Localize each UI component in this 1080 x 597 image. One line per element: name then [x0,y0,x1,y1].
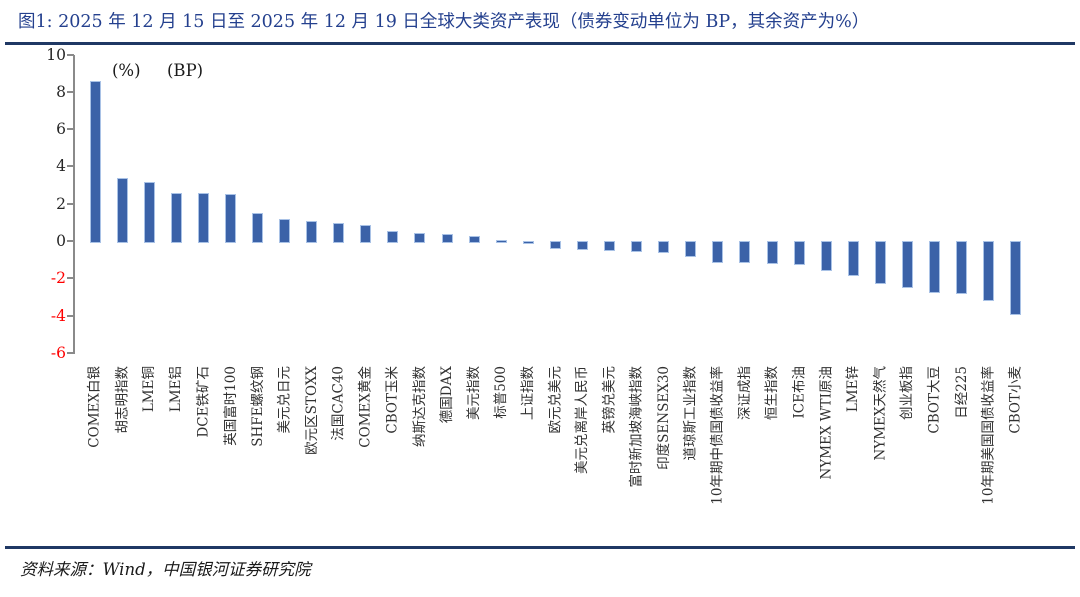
x-axis-label: COMEX黄金 [357,366,374,448]
bar [495,239,507,243]
x-axis-label: ICE布油 [791,366,808,419]
bar [170,192,182,243]
bar [197,193,209,243]
x-axis-label: 日经225 [953,366,970,419]
bar [793,241,805,266]
y-tick-label: 2 [56,194,66,213]
footer-divider [5,546,1075,549]
bar [306,221,318,243]
bar [739,241,751,263]
x-axis-label: 恒生指数 [764,366,780,420]
x-axis-label: 德国DAX [439,366,456,424]
y-tick-mark [67,277,74,280]
y-tick-label: 0 [56,232,66,250]
bar [522,241,534,244]
bar [1010,241,1022,315]
x-axis-label: 胡志明指数 [114,366,131,434]
bar [414,232,426,243]
figure-title: 图1: 2025 年 12 月 15 日至 2025 年 12 月 19 日全球… [18,12,870,32]
bar [928,241,940,294]
x-axis-label: 深证成指 [736,366,753,420]
x-axis-label: 10年期中债国债收益率 [709,366,726,505]
y-tick-mark [67,351,74,354]
y-tick-mark [67,53,74,56]
x-axis-label: 美元兑离岸人民币 [574,366,591,474]
x-axis-label: 英镑兑美元 [601,366,618,434]
y-tick-label: 8 [56,82,66,101]
x-axis-label: 欧元区STOXX [303,366,320,455]
bar [116,177,128,243]
bar [604,241,616,251]
bar [685,241,697,257]
bar [874,241,886,284]
x-axis-label: CBOT小麦 [1007,366,1024,434]
y-tick-label: -6 [50,343,66,362]
bar [658,241,670,253]
x-axis-label: CBOT大豆 [926,366,943,434]
bar [712,241,724,263]
unit-label-bp: (BP) [167,61,204,80]
bar [901,241,913,288]
bar [224,194,236,243]
x-axis-label: SHFE螺纹钢 [249,366,266,447]
bar [468,235,480,243]
bar [279,218,291,243]
y-tick-label: -2 [50,269,66,288]
bar [576,241,588,251]
bar [549,241,561,249]
y-tick-mark [67,128,74,131]
x-axis-label: 美元指数 [466,366,483,420]
unit-label-percent: (%) [112,61,141,80]
x-axis-label: CBOT玉米 [384,366,401,434]
bar [89,80,101,243]
x-axis-label: DCE铁矿石 [195,366,212,438]
y-axis-line [73,55,75,354]
bar [820,241,832,271]
bar [441,233,453,243]
x-axis-label: 标普500 [493,366,510,419]
bar [251,213,263,243]
x-axis-label: LME铝 [168,366,185,413]
bar [983,241,995,301]
x-axis-label: 法国CAC40 [330,366,347,441]
bar [360,225,372,243]
x-axis-label: LME铜 [141,366,158,413]
x-axis-label: COMEX白银 [87,366,103,448]
y-tick-label: 4 [56,157,66,176]
x-axis-label: 印度SENSEX30 [655,366,672,470]
y-tick-mark [67,240,74,242]
x-axis-label: LME锌 [845,366,862,413]
title-divider [5,42,1075,45]
y-tick-label: 6 [56,120,66,139]
x-axis-label: 道琼斯工业指数 [682,366,699,461]
x-axis-label: 富时新加坡海峡指数 [628,366,645,488]
y-tick-mark [67,165,74,168]
bar [333,223,345,243]
x-axis-label: 10年期美国国债收益率 [980,366,997,505]
y-tick-mark [67,314,74,317]
bar [631,241,643,253]
x-axis-label: 上证指数 [520,366,537,420]
y-tick-mark [67,90,74,93]
bar [847,241,859,276]
bar [766,241,778,265]
source-note: 资料来源：Wind，中国银河证券研究院 [20,560,311,579]
x-axis-label: 欧元兑美元 [547,366,564,434]
x-axis-label: 创业板指 [899,366,916,420]
y-tick-mark [67,202,74,205]
x-axis-label: 英国富时100 [222,366,239,446]
bar [956,241,968,295]
y-tick-label: -4 [50,306,66,325]
x-axis-label: NYMEX WTI原油 [818,366,835,480]
x-axis-label: NYMEX天然气 [872,366,889,461]
x-axis-label: 美元兑日元 [276,366,293,434]
y-tick-label: 10 [46,45,66,64]
x-axis-label: 纳斯达克指数 [411,366,428,447]
bar [387,230,399,243]
bar [143,182,155,243]
